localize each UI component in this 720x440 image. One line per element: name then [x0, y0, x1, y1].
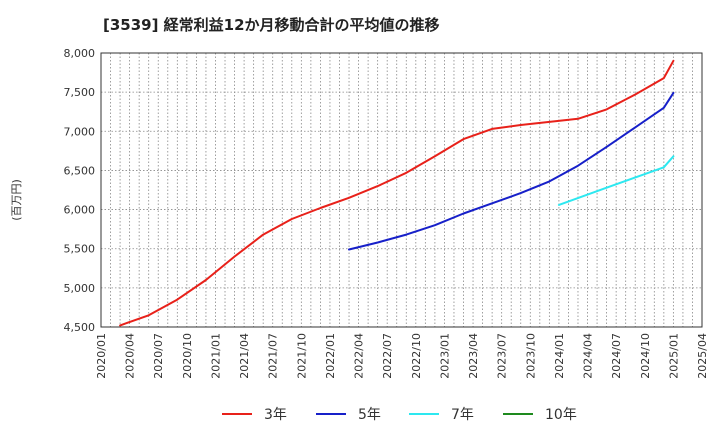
x-tick-label: 2021/10 — [295, 333, 308, 379]
legend-label: 5年 — [358, 407, 381, 423]
plot-frame — [100, 52, 703, 328]
series-line — [348, 91, 675, 251]
grid-lines — [100, 52, 703, 328]
legend-label: 7年 — [451, 407, 474, 423]
x-tick-label: 2023/10 — [524, 333, 537, 379]
y-tick-label: 4,500 — [64, 321, 96, 334]
legend-item: 3年 — [222, 407, 287, 423]
y-tick-label: 5,000 — [64, 282, 96, 295]
legend-label: 10年 — [545, 407, 577, 423]
series-line — [557, 155, 675, 206]
y-axis-label: (百万円) — [10, 179, 23, 221]
x-tick-label: 2025/04 — [696, 333, 709, 379]
legend-item: 5年 — [316, 407, 381, 423]
legend-item: 7年 — [409, 407, 474, 423]
x-tick-label: 2021/01 — [209, 333, 222, 379]
x-tick-label: 2024/10 — [639, 333, 652, 379]
legend-item: 10年 — [503, 407, 577, 423]
x-tick-label: 2024/01 — [553, 333, 566, 379]
y-tick-label: 6,500 — [64, 164, 96, 177]
x-axis-ticks: 2020/01 2020/04 2020/07 2020/10 2021/01 2021/… — [95, 333, 709, 379]
x-tick-label: 2020/10 — [181, 333, 194, 379]
x-tick-label: 2024/04 — [582, 333, 595, 379]
x-tick-label: 2020/04 — [124, 333, 137, 379]
x-tick-label: 2024/07 — [610, 333, 623, 379]
x-tick-label: 2022/07 — [381, 333, 394, 379]
x-tick-label: 2020/01 — [95, 333, 108, 379]
y-tick-label: 8,000 — [64, 47, 96, 60]
x-tick-label: 2023/07 — [496, 333, 509, 379]
x-tick-label: 2025/01 — [667, 333, 680, 379]
y-tick-label: 7,000 — [64, 125, 96, 138]
y-tick-label: 6,000 — [64, 204, 96, 217]
series-lines — [119, 59, 675, 327]
x-tick-label: 2022/10 — [410, 333, 423, 379]
y-axis-ticks: 4,500 5,000 5,500 6,000 6,500 7,000 7,500 8,000 — [64, 47, 96, 334]
legend: 3年 5年 7年 10年 — [222, 407, 577, 423]
x-tick-label: 2020/07 — [152, 333, 165, 379]
y-tick-label: 7,500 — [64, 86, 96, 99]
legend-label: 3年 — [264, 407, 287, 423]
x-tick-label: 2023/01 — [438, 333, 451, 379]
x-tick-label: 2021/07 — [267, 333, 280, 379]
chart-title: [3539] 経常利益12か月移動合計の平均値の推移 — [103, 16, 440, 34]
series-line — [119, 59, 675, 327]
x-tick-label: 2022/04 — [353, 333, 366, 379]
y-tick-label: 5,500 — [64, 243, 96, 256]
x-tick-label: 2022/01 — [324, 333, 337, 379]
x-tick-label: 2021/04 — [238, 333, 251, 379]
x-tick-label: 2023/04 — [467, 333, 480, 379]
